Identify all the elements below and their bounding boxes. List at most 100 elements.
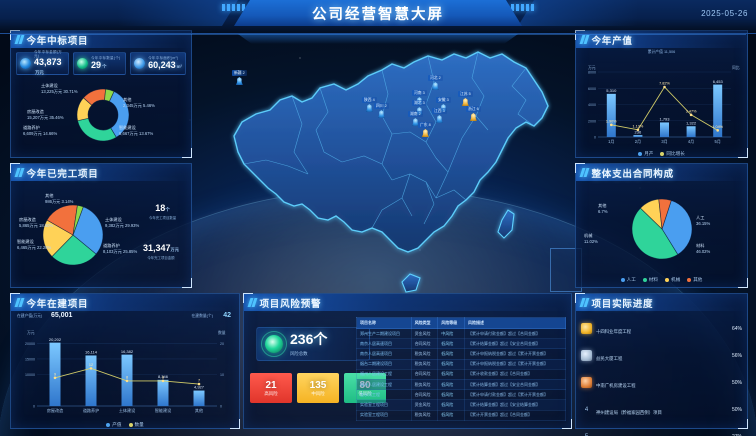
dashboard-header: 公司经营智慧大屏 2025-05-26 (0, 0, 756, 35)
header-ticks-right (511, 4, 534, 11)
building-chart-svg: 0 10000 15000 20000 0 10 20 万元 数量 20,202 房屋改造 16,11… (25, 330, 226, 413)
risk-cell-t-desc: 【累计收款金额】超过【合同金额】 (463, 368, 567, 380)
risk-card-mid[interactable]: 135 中风险 (297, 373, 339, 403)
table-row[interactable]: 烟台二期建设项目 税务风险 低风险 【累计申报纳税金额】超过【累计开票金额】 (356, 358, 567, 370)
risk-card-high[interactable]: 21 高风险 (250, 373, 292, 403)
map-marker-label: 江苏 5 (458, 91, 473, 97)
svg-text:1,322: 1,322 (686, 120, 697, 125)
legend-item-其他[interactable]: 其他 (687, 277, 702, 283)
pie-label-0: 人工 36.15% (696, 215, 711, 226)
list-item[interactable]: 中南广机房建设工程 50% (576, 369, 747, 396)
pie-label-3: 房屋改造 5,865万元 18.60% (19, 217, 54, 228)
kpi-bid-amount-label: 今年中标金额(万元) (34, 49, 62, 58)
location-pin-icon (377, 110, 385, 118)
legend-item-机械[interactable]: 机械 (665, 277, 680, 283)
building-bar-chart[interactable]: 0 10000 15000 20000 0 10 20 万元 数量 20,202 房屋改造 16,11… (11, 323, 239, 428)
risk-cell-t-name: 福州人居建设工程 (356, 368, 412, 380)
bid-donut-chart[interactable]: 其他 2,345万元 5.46% 智能建设 6,667万元 13.67% 道路养护 6,6… (11, 75, 191, 157)
svg-text:8,346: 8,346 (158, 374, 169, 379)
risk-cell-t-lvl: 低风险 (437, 348, 465, 360)
legend-item-材料[interactable]: 材料 (642, 277, 658, 283)
list-item[interactable]: 5中铁广州总部项目(10号地块)P1栋工程27% (576, 423, 747, 436)
svg-text:7: 7 (198, 379, 200, 383)
map-marker[interactable]: 湖南 2 (408, 111, 423, 126)
output-bar-chart[interactable]: 0 2000 4000 6000 8000 万元 同比 5,310 1月 236 2月 1,793 3月… (576, 56, 747, 157)
map-marker[interactable]: 广东 8 (418, 122, 433, 137)
risk-cell-t-lvl: 低风险 (437, 338, 465, 350)
header-ticks-left (222, 4, 245, 11)
legend-item-同比增长[interactable]: 同比增长 (660, 151, 685, 157)
legend-item-月产[interactable]: 月产 (638, 151, 653, 157)
map-marker[interactable]: 陕西 4 (362, 97, 377, 112)
map-marker-label: 河南 3 (412, 90, 427, 96)
bid-kpi-row: 今年中标金额(万元) 43,873万元 今年中标数量(个) 29个 今年中标面积… (11, 48, 191, 75)
svg-text:房屋改造: 房屋改造 (47, 407, 63, 413)
legend-item-产值[interactable]: 产值 (106, 422, 122, 428)
panel-progress-header: 项目实际进度 (576, 294, 747, 311)
medal-icon (581, 377, 592, 388)
map-marker[interactable]: 四川 2 (374, 103, 389, 118)
china-map[interactable]: 新疆 2 河北 2 河南 3 江苏 5 陕西 4 安徽 3 湖北 3 四川 2 浙江 6 江西 3… (196, 34, 586, 296)
building-count-value: 42 (223, 312, 231, 319)
risk-cell-t-name: 实验室工程项目 (356, 399, 412, 411)
risk-table[interactable]: 项目名称 风险类型 风险等级 风险描述 郑州生产二期建设项目 资金风险 中风险 【累计申请付… (356, 317, 567, 421)
map-marker[interactable]: 河北 2 (428, 75, 443, 90)
svg-text:7.82%: 7.82% (659, 82, 670, 86)
risk-col-3: 风险描述 (463, 317, 567, 329)
table-row[interactable]: 南京人居高速项目 合同风险 低风险 【累计结算金额】超过【安全合同金额】 (356, 338, 567, 350)
pie-label-4: 其他 986万元 3.14% (45, 193, 74, 204)
svg-text:10000: 10000 (25, 373, 35, 377)
location-pin-icon (469, 113, 477, 121)
svg-text:0: 0 (220, 405, 222, 409)
table-row[interactable]: 金水河工程 合同风险 低风险 【累计申请付款金额】超过【累计开票金额】 (356, 389, 567, 401)
panel-contract-header: 整体支出合同构成 (576, 164, 747, 181)
svg-text:1.90%: 1.90% (606, 119, 617, 123)
risk-total-card[interactable]: 236个 风险总数 (256, 327, 370, 361)
bid-donut-svg (76, 88, 130, 142)
table-row[interactable]: 南京人居高速项目 税务风险 低风险 【累计申报纳税金额】超过【累计开票金额】 (356, 348, 567, 360)
map-marker[interactable]: 江西 3 (432, 108, 447, 123)
map-marker[interactable]: 江苏 5 (458, 91, 473, 106)
contract-legend: 人工 材料 机械 其他 (576, 277, 747, 283)
svg-text:236: 236 (635, 129, 642, 134)
output-header-note: 累计产值 11,506 (647, 50, 676, 54)
kpi-bid-amount[interactable]: 今年中标金额(万元) 43,873万元 (16, 49, 70, 76)
legend-item-人工[interactable]: 人工 (620, 277, 636, 283)
kpi-bid-amount-value: 43,873万元 (34, 57, 62, 76)
kpi-bid-count[interactable]: 今年中标数量(个) 29个 (73, 52, 127, 75)
svg-text:4,927: 4,927 (194, 385, 205, 390)
risk-cell-t-type: 税务风险 (410, 409, 439, 421)
legend-item-数量[interactable]: 数量 (128, 422, 144, 428)
panel-progress-title: 项目实际进度 (591, 298, 654, 310)
contract-pie-chart[interactable]: 人工 36.15% 材料 46.02% 机械 11.02% 其他 6.7% 人工 材料 机械 其他 (576, 181, 747, 287)
progress-percent: 27% (726, 434, 742, 436)
risk-cell-t-type: 合同风险 (410, 368, 439, 380)
svg-text:4月: 4月 (688, 139, 694, 144)
chart-legend: 产值 数量 (11, 422, 239, 428)
map-marker[interactable]: 新疆 2 (232, 70, 247, 85)
completed-stat-count: 18个 今年完工项目数量 (149, 203, 177, 220)
completed-pie-chart[interactable]: 土体建设 9,382万元 29.93% 道路养护 8,103万元 25.85% 智能建设… (11, 181, 191, 287)
svg-text:5月: 5月 (715, 139, 721, 144)
table-row[interactable]: 福州人居建设工程 合同风险 低风险 【累计收款金额】超过【合同金额】 (356, 368, 567, 380)
svg-text:2月: 2月 (635, 139, 641, 144)
table-row[interactable]: 郑州生产二期建设项目 资金风险 中风险 【累计申请付款金额】超过【合同金额】 (356, 327, 567, 340)
list-item[interactable]: 益民大厦工程 56% (576, 342, 747, 369)
panel-output-value: 今年产值 累计产值 11,506 0 2000 4000 6000 8000 万元 同比 5,… (575, 30, 748, 158)
kpi-bid-area[interactable]: 今年中标面积(m²) 60,243m² (130, 52, 186, 75)
list-item[interactable]: 十四科业年度工程 64% (576, 315, 747, 342)
risk-cell-t-desc: 【累计申请付款金额】超过【合同金额】 (463, 327, 567, 340)
table-row[interactable]: 实验室工程项目 资金风险 低风险 【累计结算金额】超过【安全结算金额】 (356, 399, 567, 411)
table-row[interactable]: 福州人居建设工程 税务风险 低风险 【累计结算金额】超过【安全合同金额】 (356, 378, 567, 391)
table-row[interactable]: 实验室工程项目 税务风险 低风险 【累计开票金额】超过【合同金额】 (356, 409, 567, 421)
progress-list[interactable]: 十四科业年度工程 64% 益民大厦工程 56% 中南广机房建设工程 50% 4 神州建设局（黔… (576, 311, 747, 436)
risk-cell-t-lvl: 低风险 (437, 389, 465, 401)
doc-icon (77, 58, 89, 69)
map-marker[interactable]: 浙江 6 (466, 106, 481, 121)
risk-table-body[interactable]: 郑州生产二期建设项目 资金风险 中风险 【累计申请付款金额】超过【合同金额】 南京人居高… (356, 327, 567, 421)
risk-cell-t-type: 税务风险 (410, 358, 439, 370)
panel-completed-body: 土体建设 9,382万元 29.93% 道路养护 8,103万元 25.85% 智能建设… (11, 181, 191, 287)
list-item[interactable]: 4 神州建设局（黔福家园西侧）项目 50% (576, 396, 747, 423)
panel-marker-icon (14, 298, 24, 307)
